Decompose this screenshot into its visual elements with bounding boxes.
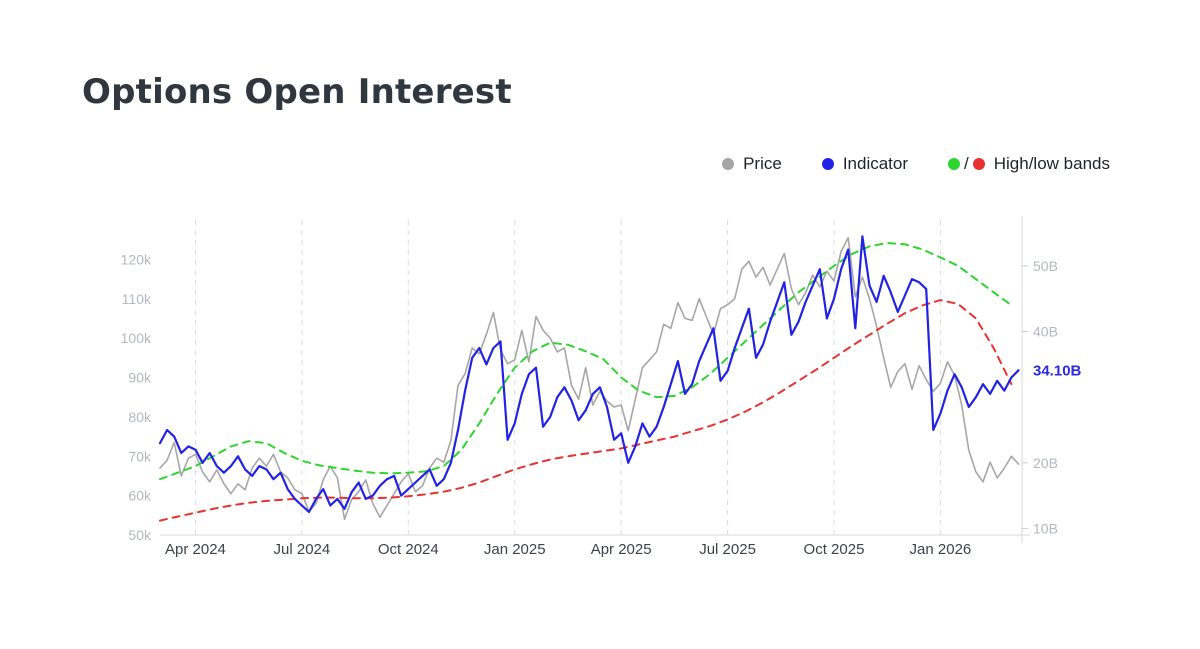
legend-label-price: Price bbox=[743, 154, 782, 173]
series-line-price bbox=[159, 236, 1020, 521]
x-axis-tick-label: Apr 2025 bbox=[591, 541, 652, 558]
legend-label-indicator: Indicator bbox=[842, 154, 909, 173]
series-line-high-band bbox=[159, 242, 1013, 481]
low-band-series-dot bbox=[972, 158, 985, 170]
legend-item-indicator[interactable]: Indicator bbox=[821, 154, 909, 174]
last-value-label: 34.10B bbox=[1033, 362, 1082, 379]
right-axis-tick-label: 20B bbox=[1033, 455, 1058, 471]
chart-legend: Price Indicator / High/low bands bbox=[722, 154, 1110, 174]
price-series-dot bbox=[722, 158, 735, 170]
x-axis-tick-label: Oct 2024 bbox=[378, 541, 439, 558]
x-axis-tick-label: Apr 2024 bbox=[165, 541, 226, 558]
x-axis-tick-label: Oct 2025 bbox=[804, 541, 865, 558]
high-band-series-dot bbox=[948, 158, 961, 170]
left-axis-tick-label: 60k bbox=[128, 488, 152, 504]
page-title: Options Open Interest bbox=[82, 72, 512, 112]
left-axis-tick-label: 80k bbox=[128, 409, 152, 425]
x-axis-tick-label: Jul 2024 bbox=[274, 541, 331, 558]
left-axis-tick-label: 100k bbox=[121, 330, 152, 346]
right-axis-tick-label: 10B bbox=[1033, 520, 1058, 536]
left-axis-tick-label: 50k bbox=[128, 527, 152, 543]
left-axis-tick-label: 90k bbox=[128, 370, 152, 386]
right-axis-tick-label: 40B bbox=[1033, 324, 1058, 340]
x-axis-tick-label: Jul 2025 bbox=[699, 541, 756, 558]
legend-label-bands: High/low bands bbox=[993, 154, 1110, 173]
series-line-indicator bbox=[158, 235, 1020, 514]
right-axis-tick-label: 50B bbox=[1033, 258, 1058, 274]
legend-item-price[interactable]: Price bbox=[722, 154, 782, 174]
indicator-series-dot bbox=[821, 158, 834, 170]
legend-separator: / bbox=[964, 154, 969, 173]
x-axis-tick-label: Jan 2026 bbox=[910, 541, 972, 558]
series-line-low-band bbox=[159, 299, 1013, 522]
x-axis-tick-label: Jan 2025 bbox=[484, 541, 546, 558]
left-axis-tick-label: 120k bbox=[121, 251, 152, 267]
left-axis-tick-label: 70k bbox=[128, 448, 152, 464]
left-axis-tick-label: 110k bbox=[122, 291, 152, 307]
legend-item-bands[interactable]: / High/low bands bbox=[948, 154, 1110, 174]
